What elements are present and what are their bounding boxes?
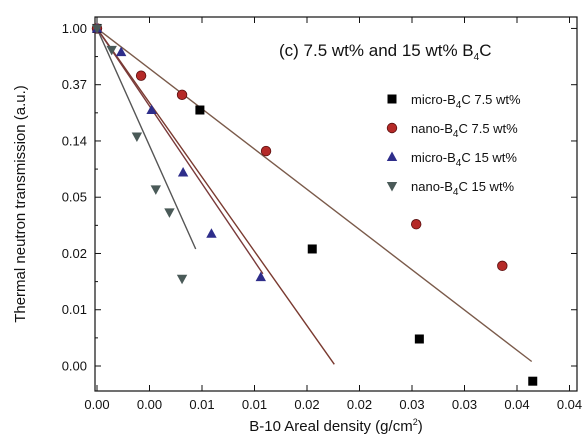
y-axis-title: Thermal neutron transmission (a.u.) bbox=[12, 85, 29, 323]
point-series-0 bbox=[195, 105, 205, 115]
x-axis-title: B-10 Areal density (g/cm2) bbox=[249, 417, 422, 435]
y-axis: 1.00 0.37 0.14 0.05 0.02 0.01 0.00 bbox=[62, 21, 577, 374]
point-series-1 bbox=[497, 260, 508, 272]
point-series-1 bbox=[411, 219, 422, 230]
legend-marker-3 bbox=[386, 182, 398, 192]
x-tick-label: 0.00 bbox=[137, 397, 162, 412]
x-tick-label: 0.02 bbox=[347, 397, 372, 412]
point-series-2 bbox=[206, 228, 217, 238]
x-tick-label: 0.04 bbox=[557, 397, 582, 412]
x-tick-label: 0.00 bbox=[84, 397, 109, 412]
y-tick-label: 0.01 bbox=[62, 302, 87, 317]
point-series-2 bbox=[115, 46, 127, 57]
chart-annotation: (c) 7.5 wt% and 15 wt% B4C bbox=[279, 41, 491, 63]
point-series-3 bbox=[164, 208, 175, 218]
x-tick-label: 0.04 bbox=[504, 397, 529, 412]
fit-line-1 bbox=[96, 28, 335, 365]
fit-line-0 bbox=[96, 27, 533, 363]
point-series-2 bbox=[255, 271, 266, 282]
x-tick-label: 0.03 bbox=[399, 397, 424, 412]
y-tick-label: 0.02 bbox=[62, 246, 87, 261]
legend-label-0: micro-B4C 7.5 wt% bbox=[411, 92, 521, 111]
legend-marker-2 bbox=[386, 151, 398, 161]
x-tick-label: 0.02 bbox=[294, 397, 319, 412]
point-series-2 bbox=[177, 166, 189, 177]
legend: micro-B4C 7.5 wt% nano-B4C 7.5 wt% micro-B… bbox=[386, 92, 521, 198]
y-tick-label: 0.37 bbox=[62, 77, 87, 92]
fit-lines bbox=[96, 27, 533, 365]
point-series-0 bbox=[307, 244, 317, 254]
legend-label-1: nano-B4C 7.5 wt% bbox=[411, 121, 518, 140]
point-series-1 bbox=[260, 145, 272, 157]
y-tick-label: 0.14 bbox=[62, 133, 87, 148]
x-tick-label: 0.01 bbox=[242, 397, 267, 412]
point-series-3 bbox=[150, 185, 161, 195]
point-series-0 bbox=[528, 376, 538, 386]
y-tick-label: 1.00 bbox=[62, 21, 87, 36]
legend-marker-0 bbox=[387, 94, 397, 104]
x-tick-label: 0.03 bbox=[452, 397, 477, 412]
y-tick-label: 0.05 bbox=[62, 190, 87, 205]
plot-frame bbox=[94, 16, 578, 392]
y-tick-label: 0.00 bbox=[62, 359, 87, 374]
point-series-3 bbox=[131, 132, 143, 142]
point-series-3 bbox=[91, 24, 103, 34]
legend-label-3: nano-B4C 15 wt% bbox=[411, 179, 515, 198]
legend-label-2: micro-B4C 15 wt% bbox=[411, 150, 517, 169]
point-series-1 bbox=[176, 89, 188, 101]
x-tick-label: 0.01 bbox=[189, 397, 214, 412]
point-series-0 bbox=[414, 334, 424, 344]
legend-marker-1 bbox=[386, 122, 398, 134]
point-series-3 bbox=[106, 45, 117, 56]
x-axis: 0.00 0.00 0.01 0.01 0.02 0.02 0.03 0.03 0.04 0.04 bbox=[84, 17, 582, 412]
point-series-2 bbox=[146, 104, 157, 115]
data-points bbox=[91, 22, 538, 386]
fit-line-2 bbox=[96, 28, 264, 275]
point-series-1 bbox=[135, 70, 147, 81]
fit-line-3 bbox=[96, 28, 197, 250]
point-series-3 bbox=[176, 274, 188, 285]
